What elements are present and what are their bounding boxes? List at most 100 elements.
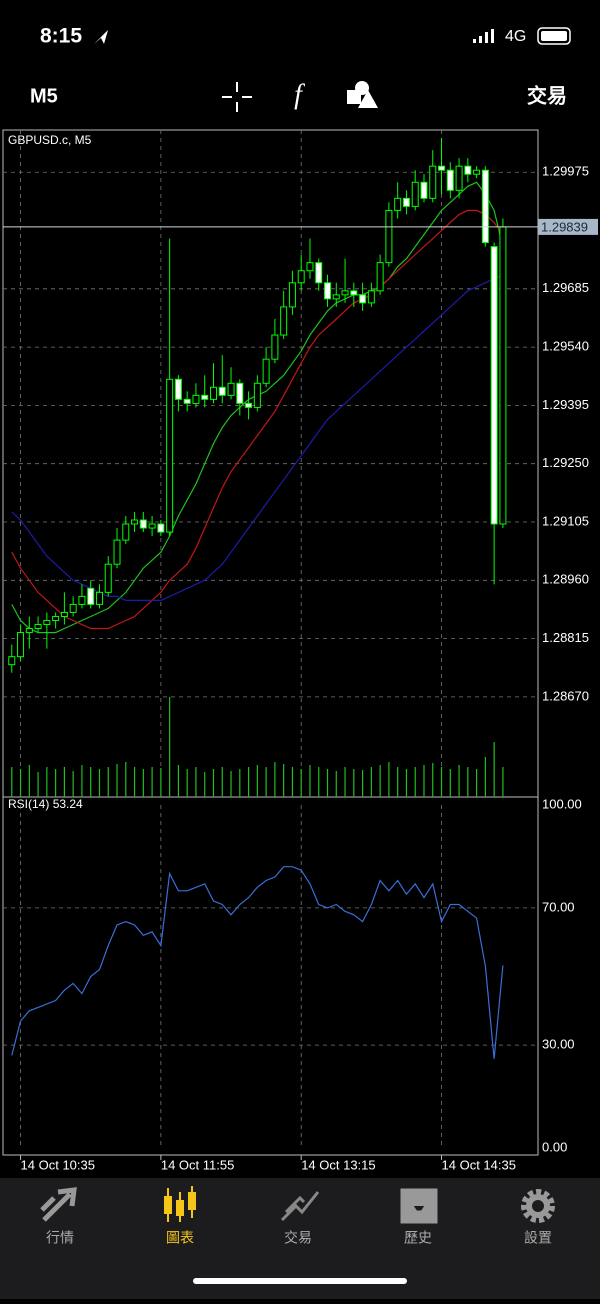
candle-body	[69, 603, 77, 613]
candle-body	[87, 587, 95, 605]
timeframe-button[interactable]: M5	[30, 85, 58, 107]
candle-body	[25, 628, 33, 634]
y-tick-label: 0.00	[542, 1139, 567, 1154]
candle-body	[429, 165, 437, 199]
candle-body	[271, 334, 279, 360]
candle-body	[490, 246, 498, 525]
candle-body	[245, 402, 253, 408]
candle-body	[139, 519, 147, 529]
candle-body	[104, 563, 112, 593]
y-tick-label: 1.28960	[542, 572, 589, 587]
candle-body	[78, 595, 86, 605]
y-tick-label: 1.29250	[542, 455, 589, 470]
candle-body	[148, 523, 156, 529]
y-tick-label: 30.00	[542, 1037, 575, 1052]
candle-body	[306, 262, 314, 272]
candle-body	[376, 262, 384, 292]
tab-label[interactable]: 交易	[284, 1230, 312, 1246]
settings-icon	[521, 1189, 555, 1223]
candle-body	[166, 378, 174, 533]
candle-body	[280, 306, 288, 336]
candle-body	[227, 382, 235, 396]
candle-body	[473, 169, 481, 175]
candle-body	[297, 270, 305, 284]
candle-body	[438, 165, 446, 171]
chart-frame	[2, 129, 539, 1156]
candle-body	[455, 165, 463, 191]
candle-body	[464, 165, 472, 175]
y-tick-label: 1.29105	[542, 513, 589, 528]
candle-body	[236, 382, 244, 404]
candle-body	[341, 290, 349, 296]
candle-body	[332, 294, 340, 300]
rsi-value: 53.24	[53, 797, 83, 811]
candle-body	[34, 624, 42, 630]
candle-body	[446, 169, 454, 191]
objects-button[interactable]	[347, 81, 378, 108]
trade-button[interactable]: 交易	[527, 83, 567, 107]
moving-average	[11, 274, 504, 601]
tab-label[interactable]: 歷史	[404, 1230, 432, 1246]
candle-body	[183, 398, 191, 404]
tab-label[interactable]: 行情	[46, 1230, 74, 1246]
y-tick-label: 1.28815	[542, 630, 589, 645]
battery-level	[541, 31, 567, 41]
symbol-title: GBPUSD.c, M5	[8, 133, 92, 147]
candle-body	[113, 539, 121, 565]
y-tick-label: 70.00	[542, 899, 575, 914]
candle-body	[288, 282, 296, 308]
y-tick-label: 1.28670	[542, 688, 589, 703]
candle-body	[192, 394, 200, 404]
tab-label[interactable]: 設置	[524, 1230, 552, 1246]
y-tick-label: 1.29975	[542, 164, 589, 179]
trade-icon	[280, 1191, 320, 1222]
x-tick-label: 14 Oct 14:35	[442, 1157, 516, 1172]
candle-body	[201, 394, 209, 400]
quotes-icon	[40, 1187, 77, 1222]
candle-body	[411, 181, 419, 207]
tab-label[interactable]: 圖表	[166, 1230, 194, 1246]
rsi-title: RSI(14) 53.24	[8, 797, 83, 811]
candle-body	[499, 226, 507, 525]
candle-body	[367, 290, 375, 304]
rsi-line	[11, 866, 504, 1059]
current-price-box	[538, 218, 598, 235]
history-icon	[400, 1188, 438, 1224]
clock: 8:15	[40, 25, 82, 48]
y-tick-label: 1.29395	[542, 397, 589, 412]
candle-body	[262, 358, 270, 384]
indicator-button[interactable]: f	[294, 79, 305, 110]
network: 4G	[505, 28, 526, 45]
moving-average	[11, 209, 504, 630]
location-icon	[94, 30, 108, 44]
candle-body	[359, 294, 367, 304]
current-price-label: 1.29839	[541, 219, 588, 234]
candle-body	[481, 169, 489, 244]
battery	[537, 27, 571, 45]
tab-icons	[40, 1186, 555, 1224]
x-tick-label: 14 Oct 10:35	[21, 1157, 95, 1172]
y-tick-label: 1.29685	[542, 280, 589, 295]
crosshair-button[interactable]	[222, 82, 252, 112]
candle-body	[43, 620, 51, 626]
candle-body	[218, 386, 226, 396]
candle-body	[52, 615, 60, 622]
home-indicator	[193, 1278, 407, 1284]
signal-icon	[473, 29, 494, 43]
x-tick-label: 14 Oct 13:15	[301, 1157, 375, 1172]
candle-body	[253, 382, 261, 408]
settings-icon-core	[526, 1194, 550, 1218]
candle-body	[95, 591, 103, 605]
candle-body	[402, 197, 410, 207]
candle-body	[174, 378, 182, 400]
candle-body	[350, 290, 358, 296]
candle-body	[122, 523, 130, 541]
candle-body	[8, 656, 16, 666]
rsi-name: RSI(14)	[8, 797, 49, 811]
y-tick-label: 1.29540	[542, 339, 589, 354]
candle-body	[131, 519, 139, 525]
candle-body	[157, 523, 165, 533]
candle-body	[385, 209, 393, 264]
